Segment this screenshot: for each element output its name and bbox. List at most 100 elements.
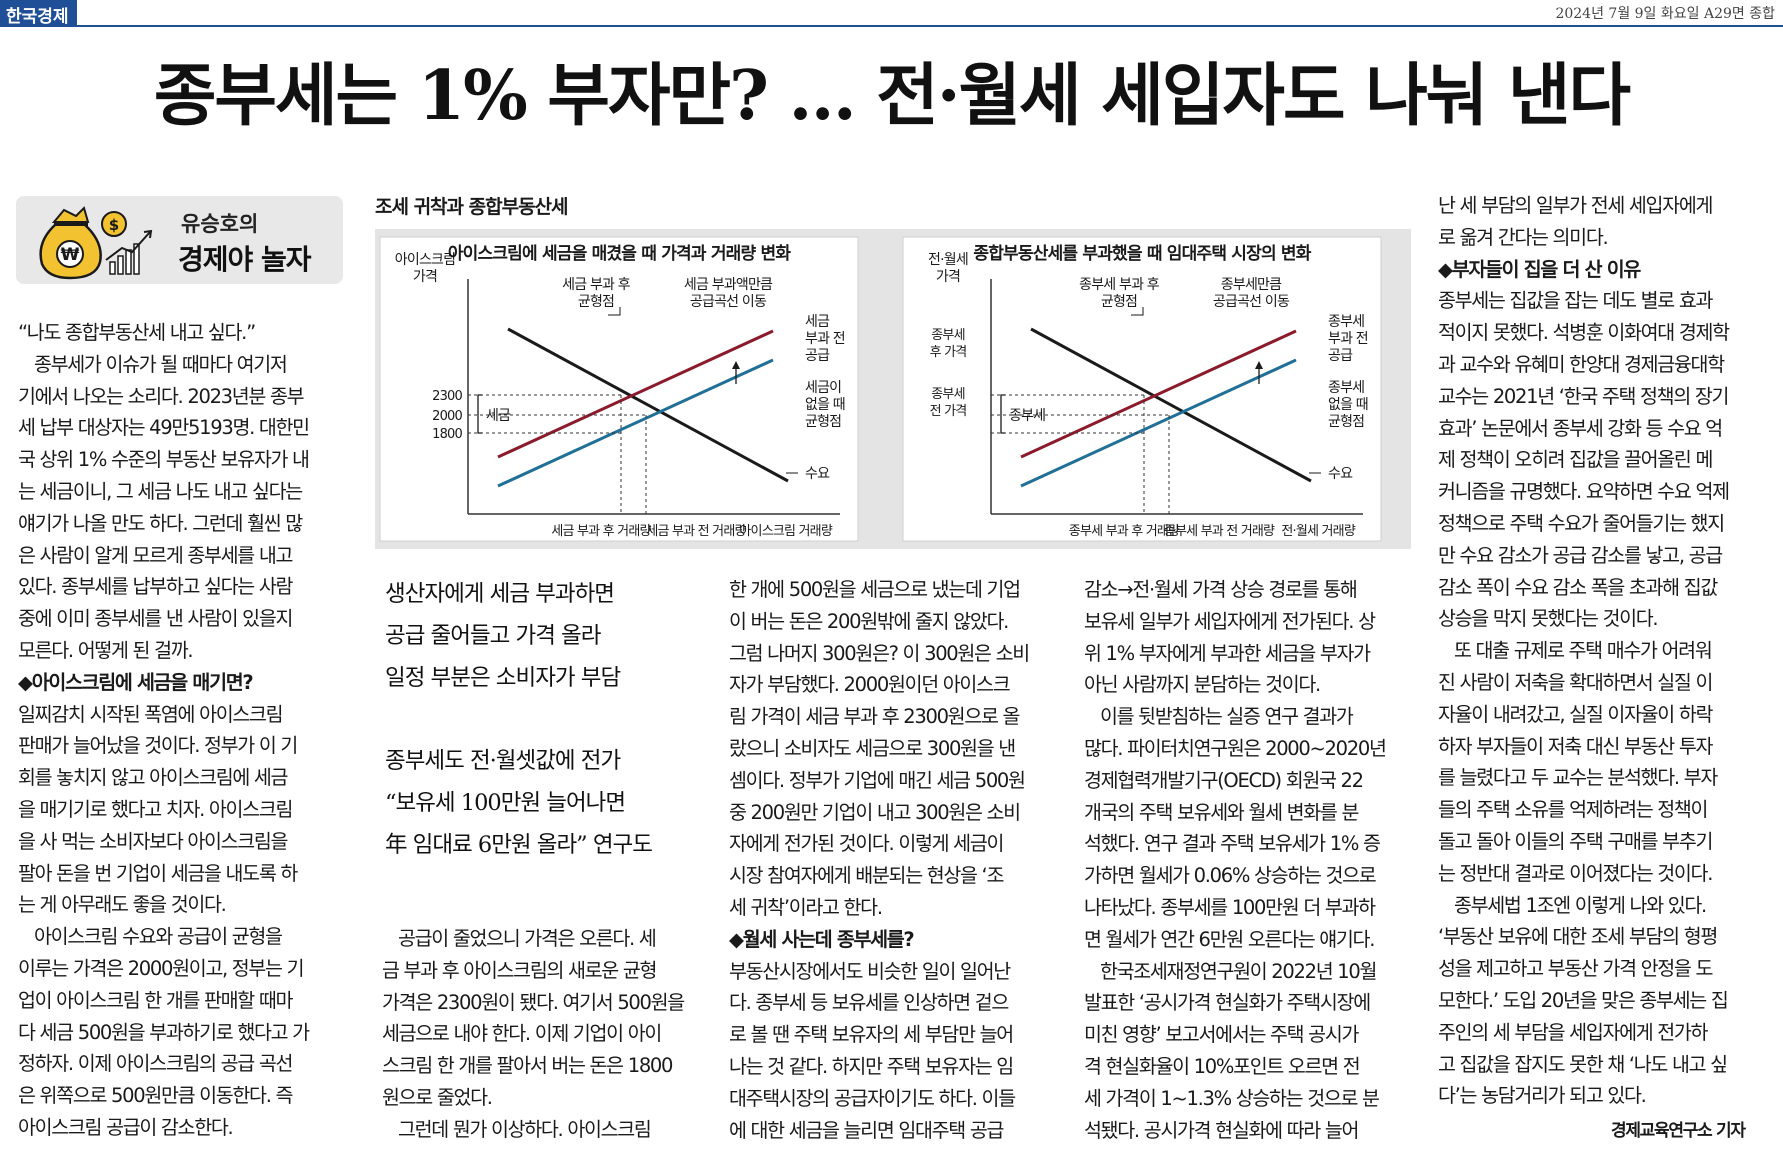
body-line: 금 부과 후 아이스크림의 새로운 균형 <box>382 958 657 982</box>
tax-bracket-label: 세금 <box>486 408 511 424</box>
no-tax-equilibrium-label: 균형점 <box>1328 414 1364 430</box>
subhead-line: “보유세 100만원 늘어나면 <box>385 790 626 816</box>
body-line: ◆아이스크림에 세금을 매기면? <box>18 670 254 694</box>
body-line: 세 가격이 1~1.3% 상승하는 것으로 분 <box>1084 1086 1380 1110</box>
x-label-before: 세금 부과 전 거래량 <box>646 524 746 539</box>
body-line: 랐으니 소비자도 세금으로 300원을 낸 <box>729 736 1016 760</box>
chart-title: 조세 귀착과 종합부동산세 <box>375 196 569 218</box>
supply-before-label: 부과 전 <box>1328 331 1368 347</box>
subhead-line: 일정 부분은 소비자가 부담 <box>385 665 621 691</box>
body-line: 그런데 뭔가 이상하다. 아이스크림 <box>398 1117 652 1141</box>
newspaper-brand: 한국경제 <box>0 0 77 27</box>
body-line: ◆부자들이 집을 더 산 이유 <box>1438 257 1641 281</box>
body-line: 을 사 먹는 소비자보다 아이스크림을 <box>18 829 289 853</box>
body-line: 돌고 돌아 이들의 주택 구매를 부추기 <box>1438 829 1713 853</box>
body-line: 많다. 파이터치연구원은 2000~2020년 <box>1084 736 1387 760</box>
dateline: 2024년 7월 9일 화요일 A29면 종합 <box>1555 6 1775 22</box>
supply-before-tax-curve <box>497 358 774 488</box>
body-line: 격 현실화율이 10%포인트 오르면 전 <box>1084 1054 1361 1078</box>
body-line: 세금으로 내야 한다. 이제 기업이 아이 <box>382 1022 662 1046</box>
svg-text:₩: ₩ <box>61 245 80 265</box>
subhead-line: 공급 줄어들고 가격 올라 <box>385 623 601 649</box>
body-line: 과 교수와 유혜미 한양대 경제금융대학 <box>1438 352 1725 376</box>
body-line: 들의 주택 소유를 억제하려는 정책이 <box>1438 798 1709 822</box>
y-axis-label: 가격 <box>936 269 960 285</box>
body-line: 제 정책이 오히려 집값을 끌어올린 메 <box>1438 448 1713 472</box>
shift-arrow-head <box>1255 361 1263 369</box>
chart-panel-title: 아이스크림에 세금을 매겼을 때 가격과 거래량 변화 <box>448 244 792 264</box>
y-tick-label: 2000 <box>432 409 462 424</box>
body-line: 얘기가 나올 만도 하다. 그런데 훨씬 많 <box>18 511 303 535</box>
price-after-label: 종부세 <box>931 328 964 343</box>
no-tax-equilibrium-label: 균형점 <box>805 414 841 430</box>
x-axis-label: 전·월세 거래량 <box>1281 524 1355 539</box>
body-line: 은 사람이 알게 모르게 종부세를 내고 <box>18 543 293 567</box>
body-line: 부동산시장에서도 비슷한 일이 일어난 <box>729 959 1011 983</box>
body-line: 은 위쪽으로 500원만큼 이동한다. 즉 <box>18 1084 293 1108</box>
body-line: 보유세 일부가 세입자에게 전가된다. 상 <box>1084 609 1376 633</box>
shift-arrow-head <box>732 361 740 369</box>
y-axis-label: 아이스크림 <box>395 252 455 268</box>
demand-curve <box>507 327 789 483</box>
body-line: 림 가격이 세금 부과 후 2300원으로 올 <box>729 705 1020 729</box>
body-line: 석했다. 연구 결과 주택 보유세가 1% 증 <box>1084 832 1381 856</box>
price-before-label: 전 가격 <box>930 404 967 419</box>
tax-bracket <box>477 394 482 434</box>
body-line: 있다. 종부세를 납부하고 싶다는 사람 <box>18 575 293 599</box>
body-column-5: 난 세 부담의 일부가 전세 세입자에게 로 옮겨 간다는 의미다. ◆부자들이 집… <box>1438 190 1730 1112</box>
body-line: 자에게 전가된 것이다. 이렇게 세금이 <box>729 832 1004 856</box>
body-line: 회를 놓치지 않고 아이스크림에 세금 <box>18 766 289 790</box>
body-line: 기에서 나오는 소리다. 2023년분 종부 <box>18 384 305 408</box>
price-before-label: 종부세 <box>931 387 964 402</box>
body-line: 는 세금이니, 그 세금 나도 내고 싶다는 <box>18 479 303 503</box>
body-line: 감소→전·월세 가격 상승 경로를 통해 <box>1084 578 1358 601</box>
body-line: 자율이 내려갔고, 실질 이자율이 하락 <box>1438 702 1713 726</box>
body-line: 나타났다. 종부세를 100만원 더 부과하 <box>1084 895 1376 919</box>
tax-bracket <box>1000 394 1005 434</box>
body-line: 팔아 돈을 번 기업이 세금을 내도록 하 <box>18 861 298 885</box>
body-line: 판매가 늘어났을 것이다. 정부가 이 기 <box>18 734 298 758</box>
body-line: 일찌감치 시작된 폭염에 아이스크림 <box>18 702 284 726</box>
demand-label: 수요 <box>1328 466 1353 482</box>
after-equilibrium-label: 종부세 부과 후 <box>1079 277 1160 293</box>
body-line: 공급이 줄었으니 가격은 오른다. 세 <box>398 927 657 950</box>
body-line: 로 볼 땐 주택 보유자의 세 부담만 늘어 <box>729 1023 1014 1047</box>
shift-label: 공급곡선 이동 <box>1213 294 1290 310</box>
y-tick-label: 1800 <box>432 427 462 442</box>
body-line: 커니즘을 규명했다. 요약하면 수요 억제 <box>1438 480 1730 504</box>
no-tax-equilibrium-label: 없을 때 <box>805 397 845 413</box>
subhead-line: 종부세도 전·월셋값에 전가 <box>385 748 621 774</box>
body-line: 는 정반대 결과로 이어졌다는 것이다. <box>1438 861 1713 885</box>
tax-bracket-label: 종부세 <box>1009 408 1045 424</box>
body-line: 시장 참여자에게 배분되는 현상을 ‘조 <box>729 864 1004 888</box>
body-line: 석됐다. 공시가격 현실화에 따라 늘어 <box>1084 1118 1359 1142</box>
body-line: 아이스크림 공급이 감소한다. <box>18 1115 234 1139</box>
subhead-1: 생산자에게 세금 부과하면 공급 줄어들고 가격 올라 일정 부분은 소비자가 부담 <box>385 573 621 699</box>
demand-curve <box>1030 327 1312 483</box>
supply-before-label: 공급 <box>1328 348 1353 364</box>
y-tick-label: 2300 <box>432 389 462 404</box>
body-line: 미친 영향’ 보고서에서는 주택 공시가 <box>1084 1023 1359 1047</box>
supply-before-tax-curve <box>1020 358 1297 488</box>
supply-before-label: 세금 <box>805 314 830 330</box>
supply-before-label: 공급 <box>805 348 830 364</box>
price-after-label: 후 가격 <box>930 345 967 360</box>
body-line: ‘부동산 보유에 대한 조세 부담의 형평 <box>1438 925 1718 949</box>
body-line: 고 집값을 잡지도 못한 채 ‘나도 내고 싶 <box>1438 1052 1728 1076</box>
masthead-rule <box>0 25 1783 27</box>
chart-panel-title: 종합부동산세를 부과했을 때 임대주택 시장의 변화 <box>973 243 1311 264</box>
body-line: 한 개에 500원을 세금으로 냈는데 기업 <box>729 578 1021 601</box>
no-tax-equilibrium-label: 세금이 <box>805 380 841 396</box>
body-line: 경제협력개발기구(OECD) 회원국 22 <box>1084 768 1364 792</box>
body-line: 한국조세재정연구원이 2022년 10월 <box>1100 959 1377 983</box>
body-line: 국 상위 1% 수준의 부동산 보유자가 내 <box>18 448 310 472</box>
masthead: 한국경제 2024년 7월 9일 화요일 A29면 종합 <box>0 0 1783 27</box>
headline: 종부세는 1% 부자만? … 전·월세 세입자도 나눠 낸다 <box>153 56 1631 136</box>
supply-after-tax-curve <box>497 329 774 459</box>
body-line: 에 대한 세금을 늘리면 임대주택 공급 <box>729 1118 1004 1142</box>
subhead-2: 종부세도 전·월셋값에 전가 “보유세 100만원 늘어나면 年 임대료 6만원 … <box>385 740 653 866</box>
y-axis-label: 전·월세 <box>928 252 968 268</box>
